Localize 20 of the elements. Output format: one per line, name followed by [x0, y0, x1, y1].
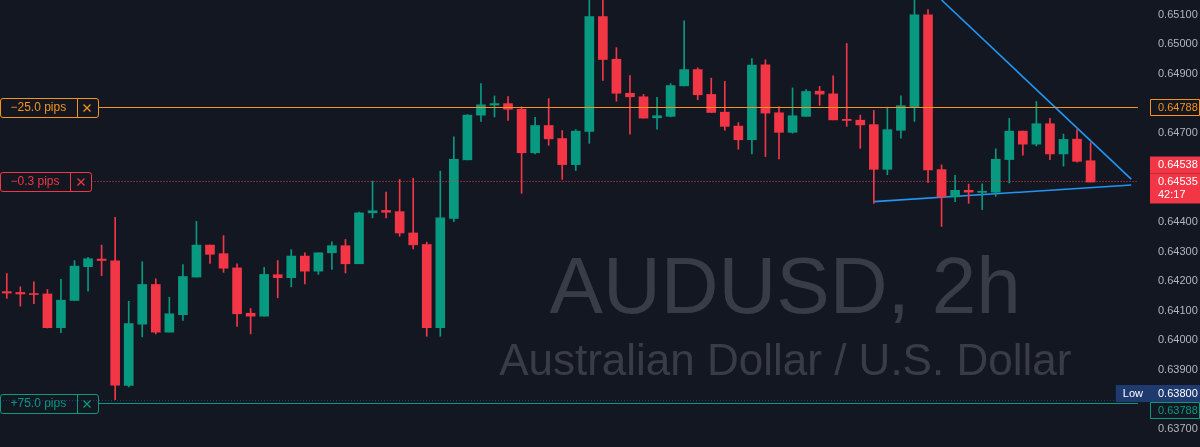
y-tick-label: 0.63700: [1158, 422, 1198, 435]
text: 0.63788: [1158, 403, 1198, 416]
y-tick-label: 0.64200: [1158, 274, 1198, 287]
y-tick-label: 0.64700: [1158, 126, 1198, 139]
y-tick-label: 0.64900: [1158, 67, 1198, 80]
y-tick-label: 0.64100: [1158, 303, 1198, 316]
ref-line-label: −0.3 pips: [10, 174, 60, 189]
annotation: Low: [1122, 386, 1144, 399]
text: 0.63800: [1158, 386, 1198, 399]
text: 0.64535: [1158, 175, 1198, 188]
text: 42:17: [1158, 188, 1186, 201]
y-tick-label: 0.63900: [1158, 363, 1198, 376]
y-tick-label: 0.65000: [1158, 37, 1198, 50]
text: 0.64538: [1158, 158, 1198, 171]
y-tick-label: 0.64300: [1158, 244, 1198, 257]
ref-line-label: −25.0 pips: [10, 100, 67, 115]
y-tick-label: 0.64000: [1158, 333, 1198, 346]
text: 0.64788: [1158, 100, 1198, 113]
y-tick-label: 0.64400: [1158, 215, 1198, 228]
y-tick-label: 0.65100: [1158, 7, 1198, 20]
